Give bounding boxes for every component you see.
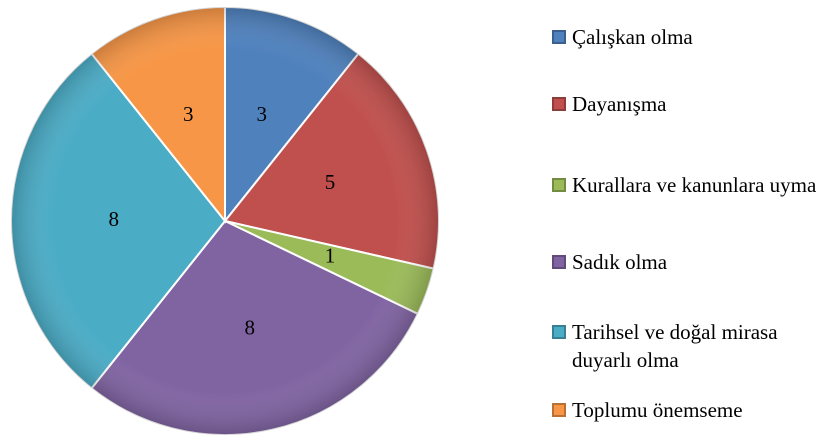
- legend-label: Kurallara ve kanunlara uyma: [572, 173, 817, 197]
- legend-item: Dayanışma: [552, 90, 838, 118]
- legend-label: Toplumu önemseme: [572, 398, 743, 422]
- data-label: 5: [325, 170, 336, 194]
- legend-label: Dayanışma: [572, 92, 667, 116]
- data-label: 8: [245, 315, 256, 339]
- legend-item: Toplumu önemseme: [552, 396, 838, 424]
- legend-swatch: [552, 97, 566, 111]
- legend-swatch: [552, 403, 566, 417]
- legend-swatch: [552, 325, 566, 339]
- legend-swatch: [552, 255, 566, 269]
- legend-swatch: [552, 30, 566, 44]
- legend-swatch: [552, 178, 566, 192]
- legend-label: Tarihsel ve doğal mirasa duyarlı olma: [572, 320, 778, 372]
- legend-item: Sadık olma: [552, 248, 838, 276]
- legend-item: Çalışkan olma: [552, 23, 838, 51]
- data-label: 1: [325, 244, 336, 268]
- legend-item: Tarihsel ve doğal mirasa duyarlı olma: [552, 318, 838, 374]
- data-label: 8: [108, 207, 119, 231]
- legend-item: Kurallara ve kanunlara uyma: [552, 171, 838, 199]
- data-label: 3: [183, 102, 194, 126]
- legend-label: Sadık olma: [572, 250, 668, 274]
- chart: 3 5 1 8 8 3: [10, 5, 440, 436]
- legend-label: Çalışkan olma: [572, 25, 693, 49]
- data-label: 3: [257, 102, 268, 126]
